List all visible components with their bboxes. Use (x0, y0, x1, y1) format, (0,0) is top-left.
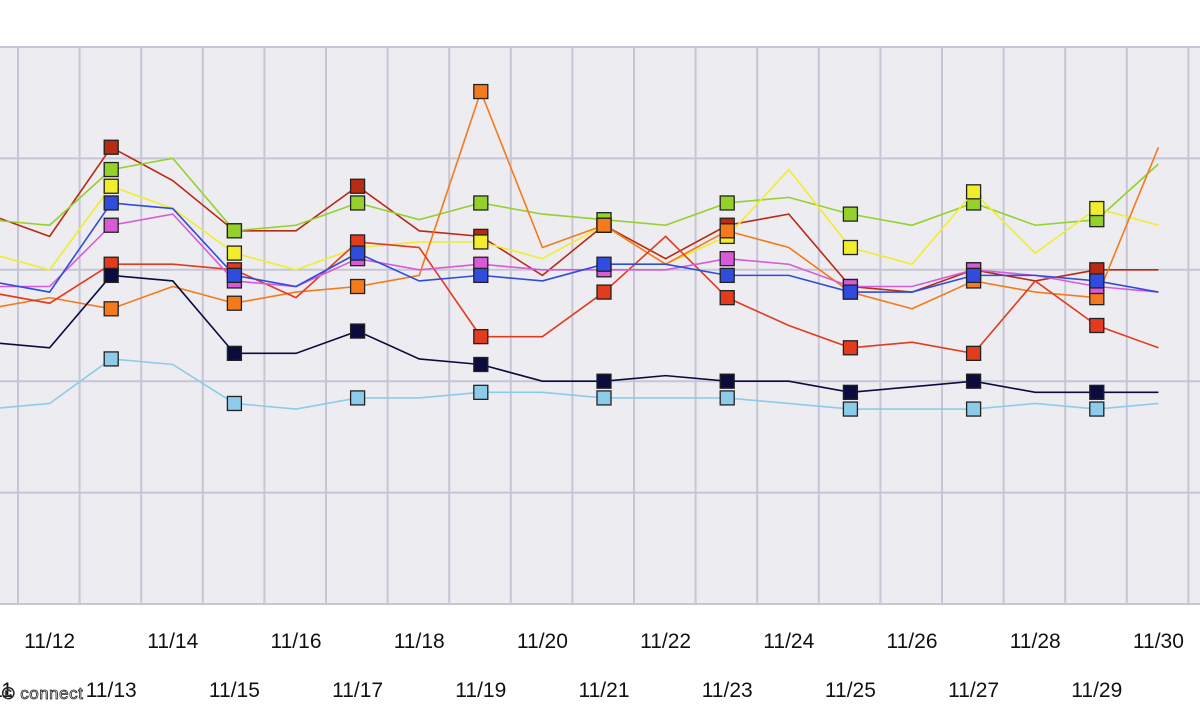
series-group (0, 83, 1160, 417)
data-point-marker (596, 256, 612, 272)
grid-lines (0, 46, 1200, 605)
data-point-marker (226, 395, 243, 412)
data-point-marker (965, 345, 982, 362)
data-point-marker (103, 217, 119, 233)
x-tick-label: 11/29 (1071, 679, 1122, 702)
data-point-marker (473, 356, 489, 373)
data-point-marker (226, 223, 243, 239)
data-point-marker (596, 217, 612, 233)
data-point-marker (842, 206, 859, 222)
data-point-marker (103, 178, 119, 194)
series-9 (0, 351, 1159, 417)
data-point-marker (226, 345, 243, 362)
series-line (0, 213, 1159, 293)
data-point-marker (226, 245, 243, 261)
x-tick-label: 11/21 (579, 679, 630, 702)
series-line (0, 89, 1160, 310)
x-tick-label: 11/15 (209, 679, 260, 702)
x-tick-label: 11/22 (640, 630, 691, 653)
data-point-marker (349, 245, 366, 261)
series-line (0, 358, 1159, 410)
data-point-marker (103, 301, 119, 317)
data-point-marker (349, 178, 366, 194)
series-3 (0, 168, 1159, 271)
series-line (0, 235, 1159, 355)
x-tick-label: 11/18 (394, 630, 445, 653)
x-tick-label: 11/19 (455, 679, 506, 702)
data-point-marker (965, 401, 982, 417)
data-point-marker (842, 239, 859, 256)
data-point-marker (1089, 273, 1105, 289)
series-line (0, 157, 1159, 232)
data-point-marker (596, 390, 612, 406)
data-point-marker (842, 284, 859, 300)
data-point-marker (719, 373, 735, 389)
series-line (0, 274, 1159, 394)
data-point-marker (596, 373, 612, 389)
data-point-marker (842, 401, 859, 417)
data-point-marker (1089, 384, 1105, 400)
data-point-marker (1089, 317, 1105, 334)
data-point-marker (719, 289, 735, 306)
data-point-marker (349, 390, 366, 406)
x-tick-label: 11/28 (1010, 630, 1061, 653)
data-point-marker (1089, 200, 1105, 217)
x-tick-label: 11/14 (147, 630, 198, 653)
data-point-marker (473, 234, 489, 250)
data-point-marker (473, 384, 489, 400)
data-point-marker (965, 373, 982, 389)
data-point-marker (473, 83, 489, 100)
data-point-marker (103, 195, 119, 211)
x-tick-label: 11/12 (24, 630, 75, 653)
x-tick-label: 11/25 (825, 679, 876, 702)
data-point-marker (842, 384, 859, 400)
series-7 (0, 195, 1159, 300)
series-line (0, 202, 1159, 293)
data-point-marker (349, 323, 366, 339)
data-point-marker (226, 295, 243, 311)
data-point-marker (473, 328, 489, 345)
x-tick-label: 11/17 (332, 679, 383, 702)
data-point-marker (842, 340, 859, 356)
data-point-marker (719, 195, 735, 211)
series-8 (0, 267, 1159, 400)
series-line (0, 146, 1159, 293)
data-point-marker (965, 184, 982, 200)
data-point-marker (103, 351, 119, 367)
copyright-watermark: © connect (2, 684, 84, 704)
data-point-marker (103, 139, 119, 155)
data-point-marker (473, 195, 489, 211)
plot-area-background (0, 47, 1200, 604)
data-point-marker (719, 390, 735, 406)
series-line (0, 168, 1159, 271)
x-tick-label: 11/26 (887, 630, 938, 653)
x-axis-tick-labels: 11/12 11/13 11/14 11/15 11/16 11/17 11/18 11/19… (0, 630, 1184, 702)
x-tick-label: 11/20 (517, 630, 568, 653)
data-point-marker (349, 278, 366, 295)
data-point-marker (1089, 401, 1105, 417)
data-point-marker (965, 267, 982, 284)
data-point-marker (103, 267, 119, 284)
x-tick-label: 11/24 (763, 630, 814, 653)
data-point-marker (719, 267, 735, 284)
data-point-marker (596, 284, 612, 300)
x-tick-label: 11/27 (948, 679, 999, 702)
x-tick-label: 11/23 (702, 679, 753, 702)
x-tick-label: 11/30 (1133, 630, 1184, 653)
x-tick-label: 11/16 (271, 630, 322, 653)
data-point-marker (473, 267, 489, 284)
data-point-marker (103, 161, 119, 178)
data-point-marker (719, 223, 735, 239)
data-point-marker (226, 267, 243, 284)
data-point-marker (349, 195, 366, 211)
x-tick-label: 11 (0, 679, 13, 702)
x-tick-label: 11/13 (86, 679, 137, 702)
data-point-marker (719, 251, 735, 267)
